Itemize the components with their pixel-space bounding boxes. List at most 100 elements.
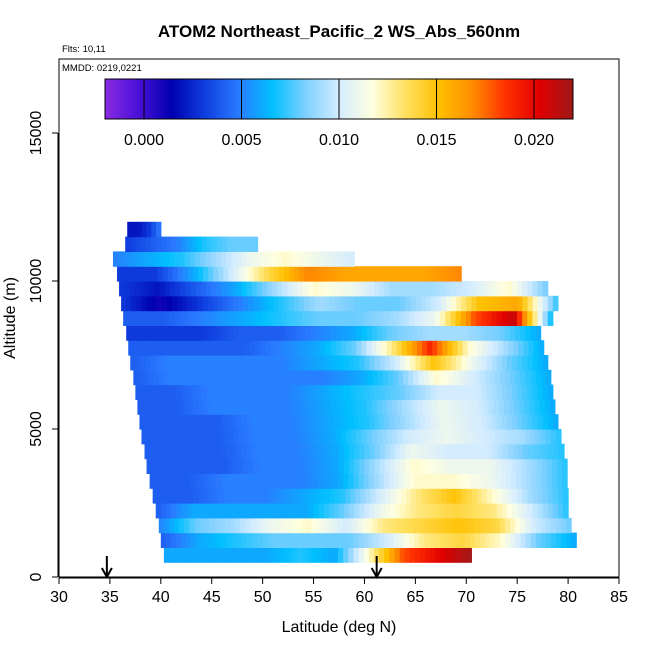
- heatmap-cell: [267, 414, 273, 430]
- heatmap-cell: [227, 355, 233, 371]
- heatmap-cell: [174, 251, 181, 267]
- heatmap-cell: [349, 458, 355, 474]
- heatmap-cell: [200, 473, 207, 489]
- heatmap-cell: [303, 295, 310, 312]
- heatmap-cell: [277, 503, 284, 519]
- heatmap-cell: [395, 266, 402, 282]
- heatmap-cell: [451, 384, 457, 400]
- heatmap-cell: [323, 414, 329, 430]
- heatmap-cell: [166, 458, 173, 474]
- heatmap-cell: [527, 384, 534, 400]
- heatmap-cell: [306, 517, 313, 534]
- heatmap-cell: [267, 532, 273, 548]
- heatmap-cell: [211, 355, 218, 371]
- heatmap-cell: [223, 266, 229, 282]
- heatmap-cell: [221, 503, 228, 519]
- heatmap-cell: [284, 488, 291, 504]
- heatmap-cell: [353, 414, 360, 430]
- heatmap-cell: [181, 532, 187, 548]
- heatmap-cell: [307, 414, 314, 430]
- heatmap-cell: [300, 340, 307, 356]
- heatmap-cell: [231, 414, 237, 430]
- heatmap-cell: [230, 310, 237, 326]
- heatmap-cell: [221, 281, 227, 297]
- heatmap-cell: [533, 443, 540, 460]
- heatmap-cell: [335, 488, 341, 504]
- heatmap-cell: [204, 547, 211, 563]
- heatmap-cell: [127, 221, 133, 238]
- heatmap-cell: [168, 369, 175, 386]
- heatmap-cell: [236, 281, 243, 297]
- heatmap-cell: [195, 443, 202, 460]
- heatmap-cell: [405, 488, 412, 504]
- heatmap-cell: [310, 325, 317, 341]
- heatmap-cell: [161, 458, 168, 474]
- heatmap-cell: [535, 532, 542, 548]
- heatmap-cell: [272, 384, 279, 400]
- heatmap-cell: [144, 414, 151, 430]
- heatmap-cell: [442, 340, 448, 356]
- heatmap-cell: [374, 443, 381, 460]
- heatmap-cell: [396, 340, 403, 356]
- heatmap-cell: [322, 473, 329, 489]
- heatmap-cell: [521, 473, 527, 489]
- heatmap-cell: [501, 384, 508, 400]
- heatmap-cell: [228, 325, 235, 341]
- heatmap-cell: [281, 310, 288, 326]
- heatmap-cell: [324, 488, 331, 504]
- heatmap-cell: [323, 281, 329, 297]
- heatmap-cell: [369, 443, 376, 460]
- heatmap-cell: [500, 473, 507, 489]
- heatmap-cell: [400, 295, 407, 312]
- heatmap-cell: [545, 532, 552, 548]
- heatmap-cell: [139, 281, 146, 297]
- heatmap-cell: [344, 443, 350, 460]
- heatmap-cell: [415, 443, 422, 460]
- heatmap-cell: [197, 295, 203, 312]
- heatmap-cell: [286, 369, 292, 386]
- heatmap-cell: [511, 310, 518, 326]
- heatmap-cell: [187, 458, 193, 474]
- heatmap-cell: [532, 355, 539, 371]
- heatmap-cell: [351, 325, 358, 341]
- heatmap-cell: [285, 399, 291, 415]
- heatmap-cell: [304, 488, 311, 504]
- heatmap-cell: [463, 399, 469, 415]
- heatmap-cell: [343, 547, 349, 563]
- heatmap-cell: [303, 355, 310, 371]
- heatmap-cell: [277, 251, 283, 267]
- heatmap-cell: [270, 369, 277, 386]
- heatmap-cell: [241, 251, 248, 267]
- heatmap-cell: [342, 517, 348, 534]
- heatmap-cell: [207, 458, 214, 474]
- heatmap-cell: [371, 429, 378, 445]
- heatmap-cell: [256, 281, 263, 297]
- heatmap-cell: [412, 429, 419, 445]
- heatmap-cell: [138, 251, 145, 267]
- heatmap-cell: [312, 281, 319, 297]
- heatmap-cell: [364, 355, 371, 371]
- heatmap-cell: [296, 369, 302, 386]
- heatmap-cell: [445, 355, 452, 371]
- heatmap-cell: [292, 443, 299, 460]
- heatmap-cell: [561, 473, 568, 489]
- heatmap-cell: [484, 429, 490, 445]
- heatmap-cell: [392, 369, 399, 386]
- heatmap-cell: [329, 295, 336, 312]
- heatmap-cell: [501, 310, 508, 326]
- heatmap-cell: [510, 517, 516, 534]
- heatmap-cell: [571, 532, 577, 548]
- heatmap-cell: [425, 503, 432, 519]
- heatmap-cell: [138, 340, 145, 356]
- heatmap-cell: [187, 295, 193, 312]
- heatmap-cell: [383, 473, 390, 489]
- heatmap-cell: [180, 414, 186, 430]
- heatmap-cell: [471, 443, 478, 460]
- heatmap-cell: [434, 473, 441, 489]
- heatmap-cell: [168, 340, 175, 356]
- heatmap-cell: [323, 458, 330, 474]
- heatmap-cell: [185, 414, 192, 430]
- heatmap-cell: [351, 340, 357, 356]
- heatmap-cell: [246, 473, 253, 489]
- heatmap-cell: [402, 429, 409, 445]
